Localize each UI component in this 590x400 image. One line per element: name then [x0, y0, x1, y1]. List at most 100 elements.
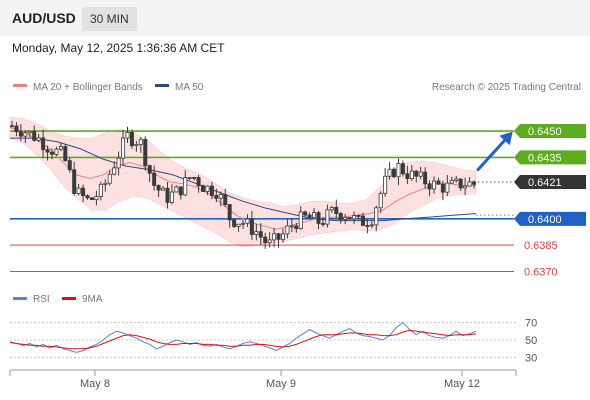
level-tag-0.6435 [514, 150, 586, 165]
candle [329, 205, 334, 213]
candle-body [169, 191, 174, 203]
candle-body [356, 215, 361, 217]
candle [165, 182, 170, 209]
candle-body [409, 170, 414, 180]
candle [471, 180, 476, 189]
candle-body [325, 209, 330, 225]
level-label-0.6435: 0.6435 [528, 152, 562, 164]
candle [125, 126, 130, 143]
candle [445, 174, 450, 197]
candle [143, 136, 148, 171]
candle-body [365, 225, 370, 227]
rsi-layer: 70 50 30 [9, 317, 537, 365]
candle-body [285, 225, 290, 235]
x-axis-labels: May 8 May 9 May 12 [80, 370, 480, 390]
candle-body [143, 139, 148, 166]
candle-body [9, 125, 14, 128]
candle-body [183, 177, 188, 196]
candle-body [192, 177, 197, 179]
candle [334, 199, 339, 219]
candle-body [254, 231, 259, 235]
candle [41, 129, 46, 159]
candle [254, 223, 259, 241]
level-tag-0.6450 [514, 124, 586, 139]
candle [427, 180, 432, 197]
ma20-line [9, 127, 476, 230]
candle-body [245, 218, 250, 224]
candle-body [378, 192, 383, 209]
candle [347, 217, 352, 220]
candle-body [85, 195, 90, 199]
candle [121, 129, 126, 166]
candle [369, 220, 374, 229]
candle-body [258, 231, 263, 238]
candle-body [218, 194, 223, 199]
timeframe-badge[interactable]: 30 MIN [82, 7, 137, 31]
ma9-legend-swatch [62, 297, 76, 300]
candle [285, 219, 290, 239]
ma50-legend-swatch [155, 84, 169, 87]
candle-body [343, 217, 348, 220]
candle-body [263, 236, 268, 244]
candle [54, 146, 59, 156]
candle [423, 167, 428, 189]
x-tick-label: May 9 [266, 378, 296, 390]
candle [174, 185, 179, 193]
candle-body [400, 163, 405, 175]
rsi-series-9MA [9, 329, 477, 350]
candle [245, 214, 250, 227]
candle [263, 232, 268, 249]
candle [205, 185, 210, 196]
candle [418, 166, 423, 180]
candle [76, 183, 81, 196]
candle-body [232, 219, 237, 227]
candle [156, 184, 161, 198]
symbol-title: AUD/USD [12, 10, 76, 26]
candle-body [196, 177, 201, 187]
candle [161, 185, 166, 191]
candle-body [329, 206, 334, 211]
candle [440, 180, 445, 201]
candle [400, 160, 405, 177]
rsi-legend-swatch [13, 297, 27, 300]
candle [276, 233, 281, 248]
level-label-0.6400: 0.6400 [528, 214, 562, 226]
candle-body [294, 225, 299, 229]
candle-body [178, 186, 183, 196]
candle [458, 178, 463, 191]
candle-body [338, 213, 343, 220]
candle-body [272, 233, 277, 241]
candle-body [418, 171, 423, 177]
candle-body [223, 194, 228, 205]
candle [405, 165, 410, 185]
ma50-legend-label: MA 50 [175, 82, 204, 93]
candle-body [76, 187, 81, 194]
candle-body [63, 146, 68, 161]
candle-body [41, 137, 46, 151]
candle-body [352, 215, 357, 220]
rsi-tick-70: 70 [525, 317, 537, 329]
x-tick-label: May 12 [444, 378, 480, 390]
candle-body [49, 151, 54, 155]
ma20-legend-swatch [13, 84, 27, 87]
candle [409, 164, 414, 182]
candle [449, 176, 454, 184]
candle-body [312, 212, 317, 219]
level-label-0.6370: 0.6370 [524, 266, 558, 278]
current-price-label: 0.6421 [528, 177, 562, 189]
level-label-0.6385: 0.6385 [524, 240, 558, 252]
candle-body [298, 211, 303, 229]
candle-body [427, 183, 432, 190]
rsi-series-RSI [9, 321, 477, 353]
candle-body [54, 148, 59, 155]
candle [49, 148, 54, 160]
candle [192, 176, 197, 181]
candle-body [436, 180, 441, 185]
candle [214, 188, 219, 203]
candle-body [280, 233, 285, 240]
candle-body [125, 132, 130, 139]
candle-body [227, 204, 232, 221]
candle-body [458, 178, 463, 189]
candle [103, 179, 108, 192]
